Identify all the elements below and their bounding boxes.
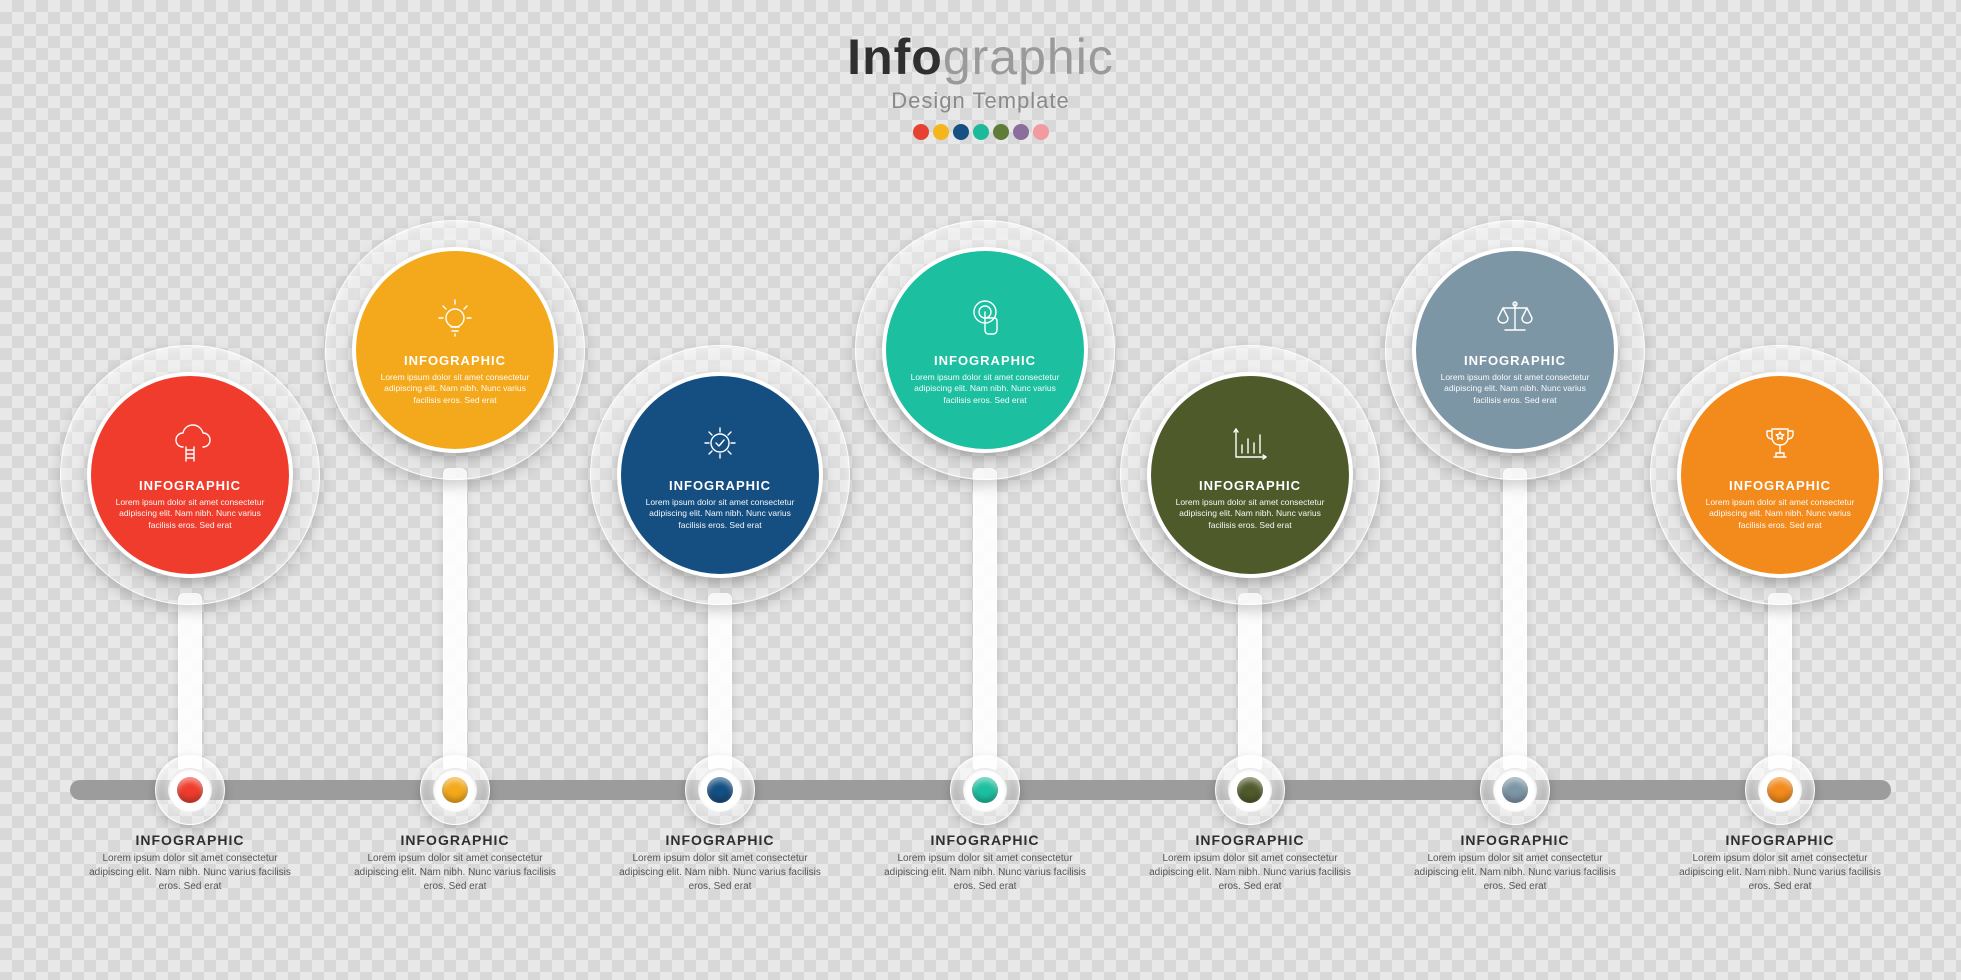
caption-title: INFOGRAPHIC — [1405, 832, 1625, 848]
marker-core — [442, 777, 468, 803]
caption-title: INFOGRAPHIC — [1670, 832, 1890, 848]
circle-disc: INFOGRAPHIC Lorem ipsum dolor sit amet co… — [87, 372, 293, 578]
circle-label: INFOGRAPHIC — [404, 353, 506, 368]
circle-disc: INFOGRAPHIC Lorem ipsum dolor sit amet co… — [1147, 372, 1353, 578]
touch-icon — [961, 294, 1009, 347]
circle-body: Lorem ipsum dolor sit amet consectetur a… — [1434, 372, 1596, 406]
stem — [708, 593, 732, 772]
caption-body: Lorem ipsum dolor sit amet consectetur a… — [875, 852, 1095, 894]
caption: INFOGRAPHIC Lorem ipsum dolor sit amet co… — [1405, 832, 1625, 894]
circle-label: INFOGRAPHIC — [669, 478, 771, 493]
caption-title: INFOGRAPHIC — [610, 832, 830, 848]
marker-core — [1237, 777, 1263, 803]
stem — [973, 468, 997, 772]
marker-core — [177, 777, 203, 803]
caption: INFOGRAPHIC Lorem ipsum dolor sit amet co… — [875, 832, 1095, 894]
circle-body: Lorem ipsum dolor sit amet consectetur a… — [904, 372, 1066, 406]
circle-label: INFOGRAPHIC — [934, 353, 1036, 368]
stem — [178, 593, 202, 772]
caption-title: INFOGRAPHIC — [345, 832, 565, 848]
circle-body: Lorem ipsum dolor sit amet consectetur a… — [639, 497, 801, 531]
circle-label: INFOGRAPHIC — [1199, 478, 1301, 493]
steps-container: INFOGRAPHIC Lorem ipsum dolor sit amet co… — [0, 0, 1961, 980]
trophy-icon — [1756, 419, 1804, 472]
stem — [1768, 593, 1792, 772]
circle-disc: INFOGRAPHIC Lorem ipsum dolor sit amet co… — [352, 247, 558, 453]
caption-body: Lorem ipsum dolor sit amet consectetur a… — [610, 852, 830, 894]
bar-chart-icon — [1226, 419, 1274, 472]
lightbulb-icon — [431, 294, 479, 347]
cloud-ladder-icon — [166, 419, 214, 472]
stem — [1503, 468, 1527, 772]
caption: INFOGRAPHIC Lorem ipsum dolor sit amet co… — [80, 832, 300, 894]
circle-body: Lorem ipsum dolor sit amet consectetur a… — [374, 372, 536, 406]
caption-body: Lorem ipsum dolor sit amet consectetur a… — [345, 852, 565, 894]
timeline-marker — [1215, 755, 1285, 825]
caption-body: Lorem ipsum dolor sit amet consectetur a… — [1405, 852, 1625, 894]
caption-title: INFOGRAPHIC — [80, 832, 300, 848]
caption: INFOGRAPHIC Lorem ipsum dolor sit amet co… — [345, 832, 565, 894]
timeline-marker — [155, 755, 225, 825]
gear-check-icon — [696, 419, 744, 472]
circle-body: Lorem ipsum dolor sit amet consectetur a… — [1169, 497, 1331, 531]
circle-label: INFOGRAPHIC — [1464, 353, 1566, 368]
timeline-marker — [1480, 755, 1550, 825]
caption-body: Lorem ipsum dolor sit amet consectetur a… — [1140, 852, 1360, 894]
circle-disc: INFOGRAPHIC Lorem ipsum dolor sit amet co… — [617, 372, 823, 578]
circle-disc: INFOGRAPHIC Lorem ipsum dolor sit amet co… — [882, 247, 1088, 453]
circle-body: Lorem ipsum dolor sit amet consectetur a… — [109, 497, 271, 531]
caption-body: Lorem ipsum dolor sit amet consectetur a… — [1670, 852, 1890, 894]
stem — [1238, 593, 1262, 772]
caption: INFOGRAPHIC Lorem ipsum dolor sit amet co… — [610, 832, 830, 894]
timeline-marker — [420, 755, 490, 825]
caption-title: INFOGRAPHIC — [1140, 832, 1360, 848]
timeline-marker — [950, 755, 1020, 825]
marker-core — [972, 777, 998, 803]
circle-label: INFOGRAPHIC — [139, 478, 241, 493]
marker-core — [1502, 777, 1528, 803]
caption: INFOGRAPHIC Lorem ipsum dolor sit amet co… — [1140, 832, 1360, 894]
circle-disc: INFOGRAPHIC Lorem ipsum dolor sit amet co… — [1677, 372, 1883, 578]
scales-icon — [1491, 294, 1539, 347]
timeline-marker — [685, 755, 755, 825]
stem — [443, 468, 467, 772]
circle-label: INFOGRAPHIC — [1729, 478, 1831, 493]
caption-title: INFOGRAPHIC — [875, 832, 1095, 848]
marker-core — [1767, 777, 1793, 803]
caption-body: Lorem ipsum dolor sit amet consectetur a… — [80, 852, 300, 894]
marker-core — [707, 777, 733, 803]
circle-body: Lorem ipsum dolor sit amet consectetur a… — [1699, 497, 1861, 531]
circle-disc: INFOGRAPHIC Lorem ipsum dolor sit amet co… — [1412, 247, 1618, 453]
caption: INFOGRAPHIC Lorem ipsum dolor sit amet co… — [1670, 832, 1890, 894]
timeline-marker — [1745, 755, 1815, 825]
